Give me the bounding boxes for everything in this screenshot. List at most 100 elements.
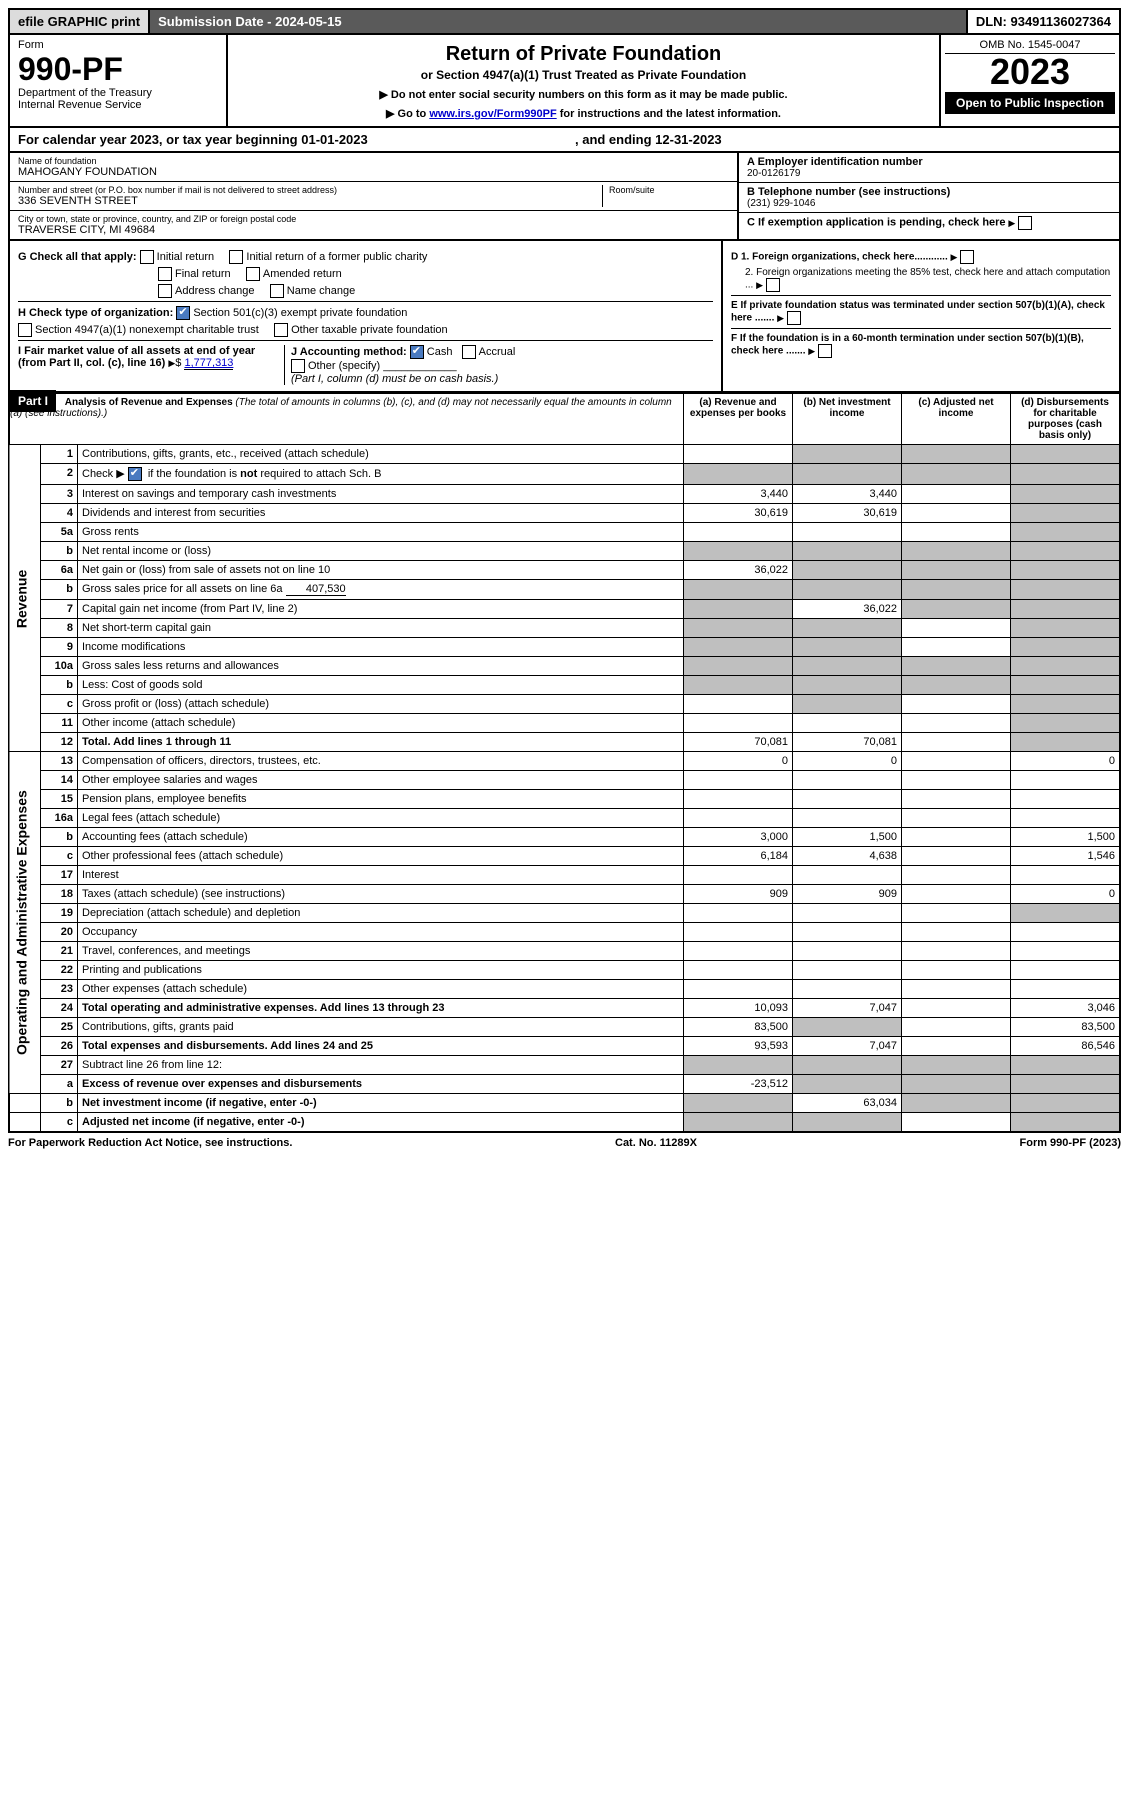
line-18: Taxes (attach schedule) (see instruction… — [78, 885, 684, 904]
accrual-checkbox[interactable] — [462, 345, 476, 359]
f-label: F If the foundation is in a 60-month ter… — [731, 333, 1084, 357]
d1-checkbox[interactable] — [960, 250, 974, 264]
irs-label: Internal Revenue Service — [18, 99, 218, 111]
check-section: G Check all that apply: Initial return I… — [8, 241, 1121, 393]
line-21: Travel, conferences, and meetings — [78, 942, 684, 961]
line-27a: Excess of revenue over expenses and disb… — [78, 1075, 684, 1094]
header-right: OMB No. 1545-0047 2023 Open to Public In… — [941, 35, 1119, 126]
line-24: Total operating and administrative expen… — [78, 999, 684, 1018]
line-10a: Gross sales less returns and allowances — [78, 657, 684, 676]
submission-date: Submission Date - 2024-05-15 — [150, 10, 968, 33]
4947-checkbox[interactable] — [18, 323, 32, 337]
arrow-icon — [951, 252, 958, 263]
initial-former-checkbox[interactable] — [229, 250, 243, 264]
footer-left: For Paperwork Reduction Act Notice, see … — [8, 1137, 292, 1149]
tax-year-begin: 01-01-2023 — [301, 132, 368, 147]
line-16b: Accounting fees (attach schedule) — [78, 828, 684, 847]
cash-checkbox[interactable] — [410, 345, 424, 359]
form-subtitle: or Section 4947(a)(1) Trust Treated as P… — [236, 68, 931, 82]
exemption-label: C If exemption application is pending, c… — [747, 217, 1006, 229]
f-checkbox[interactable] — [818, 344, 832, 358]
dln-number: DLN: 93491136027364 — [968, 10, 1119, 33]
line-11: Other income (attach schedule) — [78, 714, 684, 733]
fmv-value[interactable]: 1,777,313 — [184, 357, 233, 370]
phone-value: (231) 929-1046 — [747, 198, 815, 209]
footer-right: Form 990-PF (2023) — [1020, 1137, 1121, 1149]
h-label: H Check type of organization: — [18, 307, 173, 319]
footer-center: Cat. No. 11289X — [615, 1137, 697, 1149]
amended-return-checkbox[interactable] — [246, 267, 260, 281]
d2-checkbox[interactable] — [766, 278, 780, 292]
line-16a: Legal fees (attach schedule) — [78, 809, 684, 828]
line-5b: Net rental income or (loss) — [78, 542, 684, 561]
line-25: Contributions, gifts, grants paid — [78, 1018, 684, 1037]
other-method-checkbox[interactable] — [291, 359, 305, 373]
other-taxable-checkbox[interactable] — [274, 323, 288, 337]
street-label: Number and street (or P.O. box number if… — [18, 185, 602, 195]
street-value: 336 SEVENTH STREET — [18, 195, 602, 207]
arrow-icon — [756, 280, 763, 291]
arrow-icon — [168, 357, 175, 369]
501c3-checkbox[interactable] — [176, 306, 190, 320]
foundation-name-label: Name of foundation — [18, 156, 729, 166]
j-label: J Accounting method: — [291, 346, 407, 358]
d1-label: D 1. Foreign organizations, check here..… — [731, 252, 948, 263]
line-4: Dividends and interest from securities — [78, 504, 684, 523]
schb-checkbox[interactable] — [128, 467, 142, 481]
line-22: Printing and publications — [78, 961, 684, 980]
calendar-year-row: For calendar year 2023, or tax year begi… — [8, 128, 1121, 153]
instructions-link[interactable]: www.irs.gov/Form990PF — [429, 108, 556, 120]
line-1: Contributions, gifts, grants, etc., rece… — [78, 445, 684, 464]
revenue-side-label: Revenue — [9, 445, 41, 752]
ein-label: A Employer identification number — [747, 156, 923, 168]
g-label: G Check all that apply: — [18, 251, 137, 263]
form-header: Form 990-PF Department of the Treasury I… — [8, 35, 1121, 128]
dept-label: Department of the Treasury — [18, 87, 218, 99]
address-change-checkbox[interactable] — [158, 284, 172, 298]
arrow-icon — [808, 346, 815, 357]
part1-table: Part I Analysis of Revenue and Expenses … — [8, 393, 1121, 1133]
line-27b: Net investment income (if negative, ente… — [78, 1094, 684, 1113]
line-3: Interest on savings and temporary cash i… — [78, 485, 684, 504]
final-return-checkbox[interactable] — [158, 267, 172, 281]
d2-label: 2. Foreign organizations meeting the 85%… — [745, 267, 1110, 291]
line-10b: Less: Cost of goods sold — [78, 676, 684, 695]
col-d-header: (d) Disbursements for charitable purpose… — [1011, 394, 1121, 445]
phone-label: B Telephone number (see instructions) — [747, 186, 950, 198]
line-17: Interest — [78, 866, 684, 885]
line-15: Pension plans, employee benefits — [78, 790, 684, 809]
line-7: Capital gain net income (from Part IV, l… — [78, 600, 684, 619]
line-12: Total. Add lines 1 through 11 — [78, 733, 684, 752]
tax-year-end: 12-31-2023 — [655, 132, 722, 147]
top-bar: efile GRAPHIC print Submission Date - 20… — [8, 8, 1121, 35]
foundation-name: MAHOGANY FOUNDATION — [18, 166, 729, 178]
form-title: Return of Private Foundation — [236, 43, 931, 66]
line-19: Depreciation (attach schedule) and deple… — [78, 904, 684, 923]
tax-year: 2023 — [945, 54, 1115, 90]
open-to-public: Open to Public Inspection — [945, 92, 1115, 114]
arrow-icon — [1008, 218, 1015, 229]
page-footer: For Paperwork Reduction Act Notice, see … — [8, 1133, 1121, 1153]
line-27c: Adjusted net income (if negative, enter … — [78, 1113, 684, 1133]
line-20: Occupancy — [78, 923, 684, 942]
col-b-header: (b) Net investment income — [793, 394, 902, 445]
e-checkbox[interactable] — [787, 311, 801, 325]
efile-label[interactable]: efile GRAPHIC print — [10, 10, 150, 33]
arrow-icon — [777, 313, 784, 324]
ein-value: 20-0126179 — [747, 168, 800, 179]
exemption-checkbox[interactable] — [1018, 216, 1032, 230]
city-label: City or town, state or province, country… — [18, 214, 729, 224]
name-change-checkbox[interactable] — [270, 284, 284, 298]
initial-return-checkbox[interactable] — [140, 250, 154, 264]
header-center: Return of Private Foundation or Section … — [228, 35, 941, 126]
line-6b: Gross sales price for all assets on line… — [78, 580, 684, 600]
line-26: Total expenses and disbursements. Add li… — [78, 1037, 684, 1056]
city-value: TRAVERSE CITY, MI 49684 — [18, 224, 729, 236]
line-13: Compensation of officers, directors, tru… — [78, 752, 684, 771]
line-16c: Other professional fees (attach schedule… — [78, 847, 684, 866]
col-c-header: (c) Adjusted net income — [902, 394, 1011, 445]
line-5a: Gross rents — [78, 523, 684, 542]
instruction-1: ▶ Do not enter social security numbers o… — [236, 88, 931, 101]
foundation-info: Name of foundation MAHOGANY FOUNDATION N… — [8, 153, 1121, 241]
line-14: Other employee salaries and wages — [78, 771, 684, 790]
